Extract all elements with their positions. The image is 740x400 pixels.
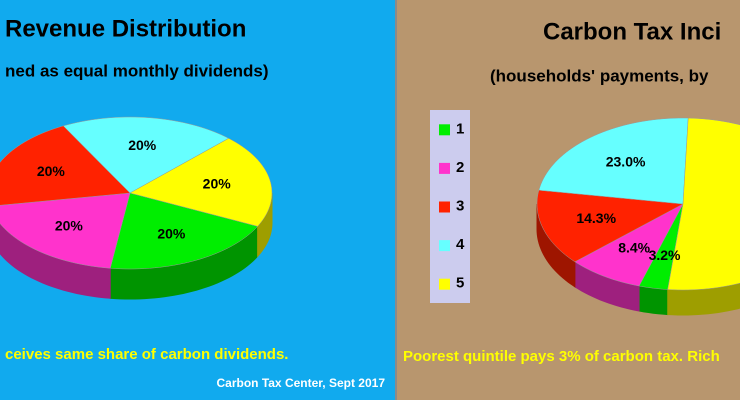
data-label: 20% — [37, 163, 66, 179]
legend-swatch — [439, 201, 450, 213]
slice — [0, 125, 131, 206]
slice — [538, 117, 689, 205]
legend-label: 4 — [456, 236, 465, 253]
annotation: Poorest quintile pays 3% of carbon tax. … — [403, 348, 720, 365]
annotation: ceives same share of carbon dividends. — [5, 346, 288, 363]
slice-side — [667, 282, 740, 316]
slice — [0, 192, 131, 269]
slice — [638, 203, 684, 290]
legend-label: 5 — [456, 275, 464, 292]
legend-label: 2 — [456, 159, 464, 176]
legend-swatch — [439, 278, 450, 290]
legend-swatch — [439, 240, 450, 252]
source: Carbon Tax Center, Sept 2017 — [216, 376, 385, 390]
data-label: 20% — [55, 218, 84, 234]
legend-swatch — [439, 162, 450, 174]
slice — [574, 203, 684, 287]
data-label: 20% — [203, 176, 232, 192]
slice-side — [638, 285, 669, 316]
slice — [62, 116, 230, 194]
slice — [109, 192, 259, 270]
data-label: 8.4% — [618, 240, 650, 256]
data-label: 3.2% — [649, 247, 681, 263]
slice — [129, 138, 273, 227]
chart-subtitle: ned as equal monthly dividends) — [5, 61, 269, 80]
chart-subtitle: (households' payments, by — [490, 66, 709, 85]
data-label: 20% — [157, 225, 186, 241]
slice — [667, 117, 740, 291]
legend-label: 3 — [456, 197, 464, 214]
legend-label: 1 — [456, 120, 464, 137]
data-label: 14.3% — [576, 210, 616, 226]
chart-title: Carbon Tax Inci — [543, 18, 721, 45]
chart-title: Revenue Distribution — [5, 15, 246, 42]
legend-swatch — [439, 124, 450, 136]
data-label: 20% — [128, 137, 157, 153]
data-label: 23.0% — [606, 153, 646, 169]
slice — [536, 189, 684, 263]
